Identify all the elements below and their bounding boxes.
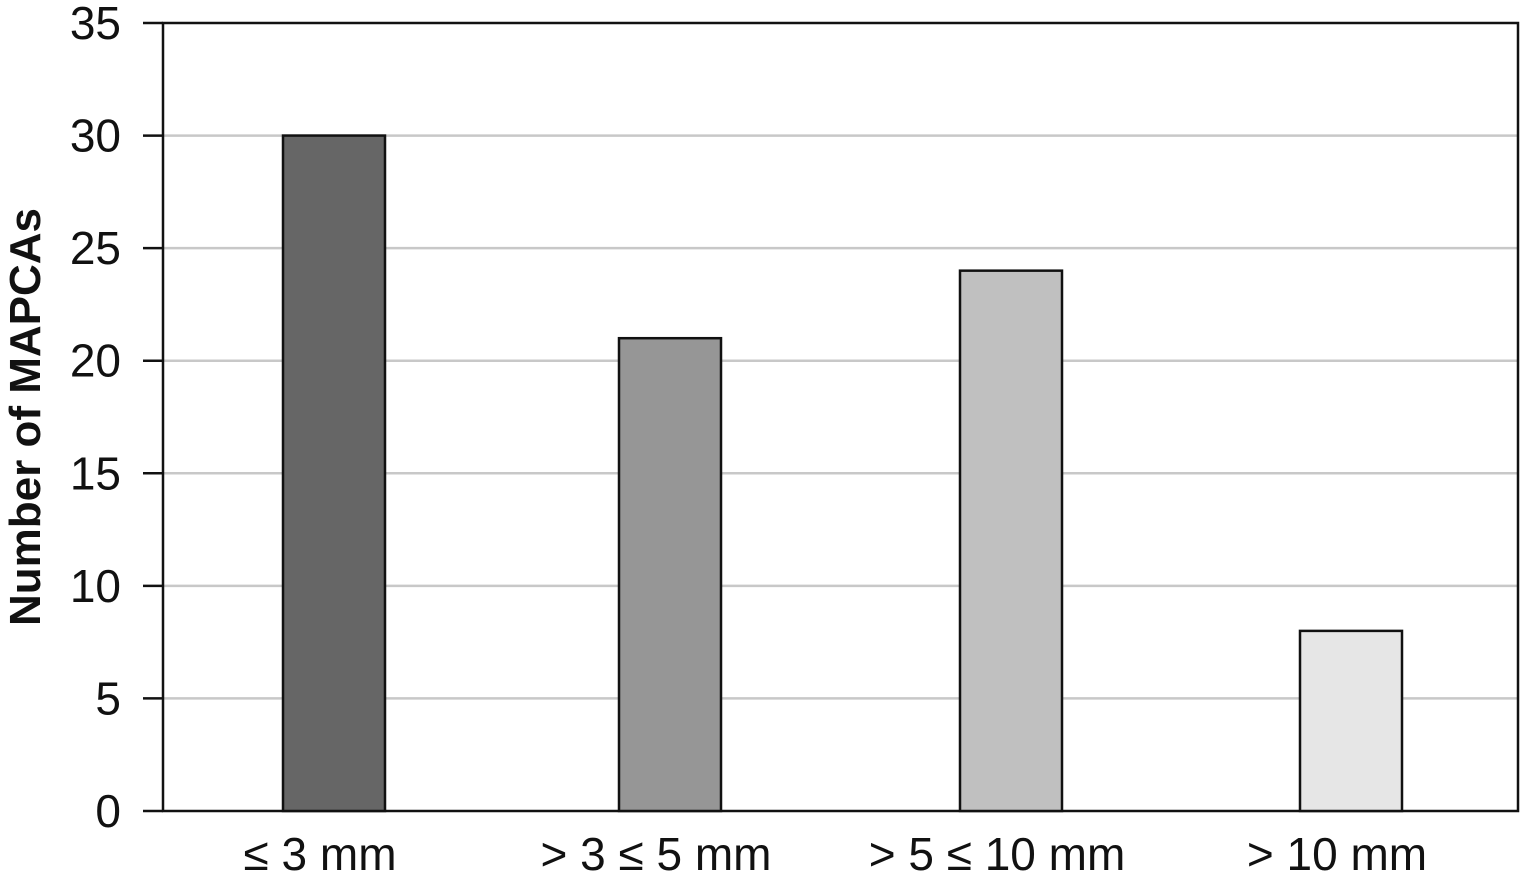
y-tick-label: 35 <box>70 0 121 49</box>
x-category-label: > 5 ≤ 10 mm <box>869 828 1126 875</box>
y-tick-label: 25 <box>70 222 121 274</box>
y-tick-label: 30 <box>70 110 121 162</box>
plot-area <box>161 21 1520 813</box>
bar-3 <box>958 269 1064 813</box>
y-axis-ticks: 0 5 10 15 20 25 30 35 <box>70 0 163 837</box>
y-tick-label: 5 <box>95 672 121 724</box>
bars <box>281 134 1404 813</box>
y-tick-label: 15 <box>70 447 121 499</box>
x-category-label: ≤ 3 mm <box>243 828 396 875</box>
x-category-label: > 10 mm <box>1247 828 1427 875</box>
bar-4 <box>1298 629 1404 813</box>
y-tick-label: 10 <box>70 560 121 612</box>
bar-2 <box>617 336 723 813</box>
y-tick-label: 0 <box>95 785 121 837</box>
grid-lines <box>163 134 1518 700</box>
x-category-label: > 3 ≤ 5 mm <box>540 828 771 875</box>
x-axis-categories: ≤ 3 mm > 3 ≤ 5 mm > 5 ≤ 10 mm > 10 mm <box>243 828 1427 875</box>
y-axis-title: Number of MAPCAs <box>1 208 50 626</box>
bar-1 <box>281 134 387 813</box>
y-tick-label: 20 <box>70 335 121 387</box>
